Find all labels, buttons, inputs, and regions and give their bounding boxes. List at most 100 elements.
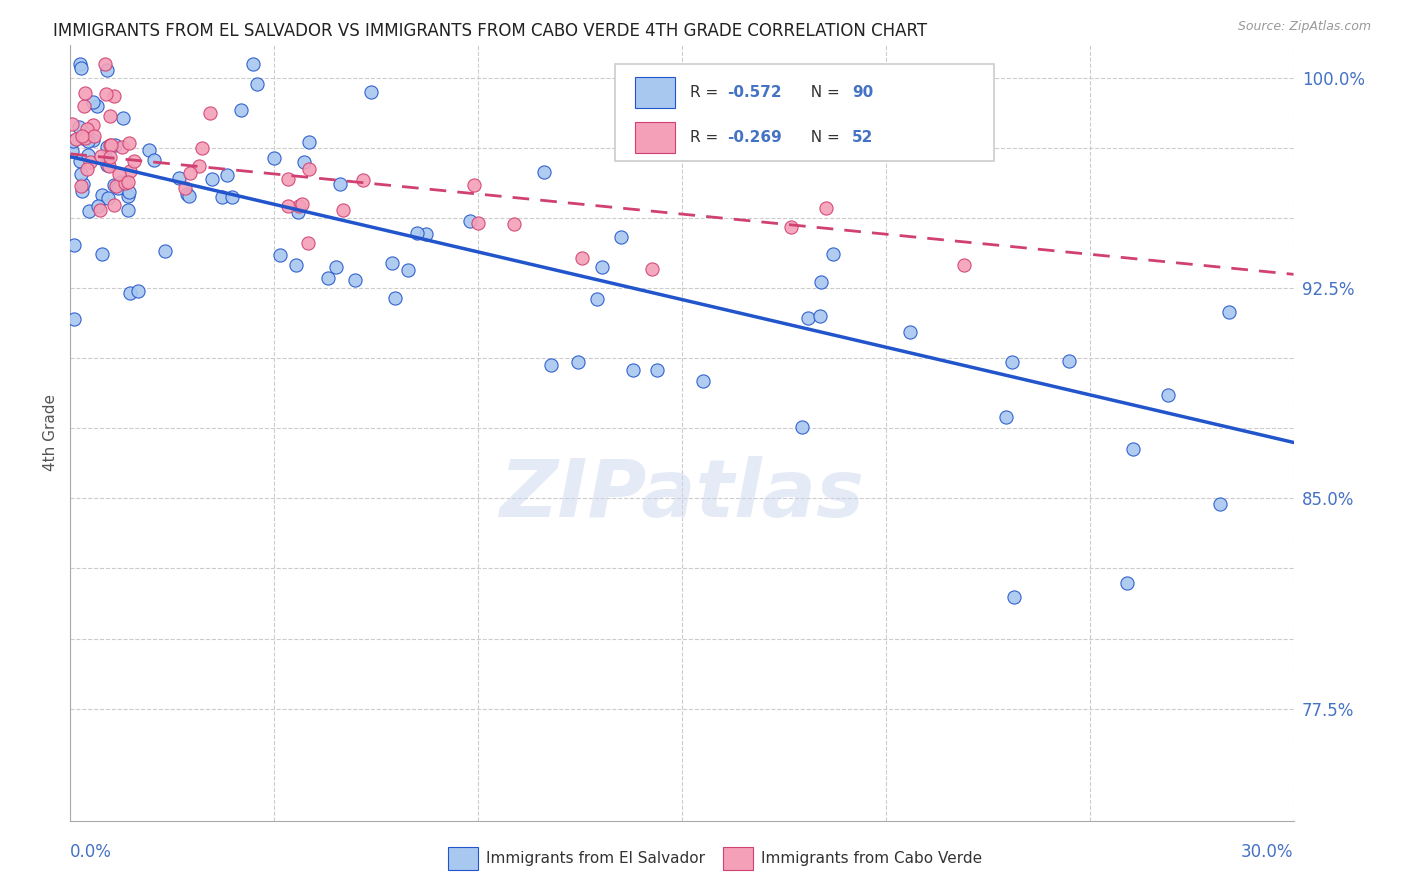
- Point: [69, 154, 91, 169]
- Point: [103, 198, 125, 212]
- Point: [405, 227, 427, 241]
- Text: 90: 90: [852, 86, 873, 101]
- Point: [269, 248, 291, 262]
- Point: [623, 362, 645, 376]
- FancyBboxPatch shape: [724, 847, 752, 871]
- Point: [415, 227, 437, 241]
- Point: [191, 141, 214, 155]
- Text: N =: N =: [800, 130, 844, 145]
- Point: [952, 258, 974, 272]
- Point: [70, 184, 93, 198]
- Point: [179, 166, 201, 180]
- Point: [117, 189, 139, 203]
- Point: [98, 109, 121, 123]
- Point: [138, 143, 160, 157]
- Point: [110, 175, 132, 189]
- Point: [215, 168, 238, 182]
- Point: [76, 122, 98, 136]
- Point: [82, 118, 104, 132]
- Point: [1001, 355, 1024, 369]
- Point: [810, 309, 832, 323]
- Point: [288, 199, 311, 213]
- Text: Immigrants from El Salvador: Immigrants from El Salvador: [486, 851, 706, 866]
- Point: [96, 158, 118, 172]
- Point: [284, 258, 307, 272]
- Point: [60, 117, 83, 131]
- Point: [211, 190, 233, 204]
- Point: [396, 263, 419, 277]
- Point: [69, 167, 91, 181]
- Point: [797, 310, 820, 325]
- Point: [246, 77, 269, 91]
- Point: [198, 106, 221, 120]
- Point: [540, 358, 562, 372]
- Text: 52: 52: [852, 130, 873, 145]
- Point: [1209, 497, 1232, 511]
- Point: [287, 204, 309, 219]
- Point: [201, 172, 224, 186]
- Point: [70, 178, 93, 193]
- Point: [1157, 388, 1180, 402]
- Point: [458, 214, 481, 228]
- Point: [90, 149, 112, 163]
- Point: [815, 201, 838, 215]
- Point: [72, 130, 94, 145]
- Point: [329, 177, 352, 191]
- Point: [124, 154, 146, 169]
- Point: [73, 86, 96, 100]
- Point: [118, 286, 141, 301]
- Point: [571, 251, 593, 265]
- Point: [900, 325, 922, 339]
- Point: [167, 171, 190, 186]
- Point: [463, 178, 485, 192]
- Point: [779, 220, 801, 235]
- Point: [96, 140, 118, 154]
- Point: [82, 133, 104, 147]
- Point: [70, 61, 93, 75]
- Point: [117, 202, 139, 217]
- Point: [94, 87, 117, 101]
- Point: [87, 199, 110, 213]
- Text: ZIPatlas: ZIPatlas: [499, 456, 865, 533]
- Point: [352, 173, 374, 187]
- Point: [104, 179, 127, 194]
- Point: [292, 155, 315, 169]
- Point: [117, 136, 139, 150]
- Point: [98, 137, 121, 152]
- Point: [263, 151, 285, 165]
- Point: [995, 410, 1018, 425]
- Point: [77, 134, 100, 148]
- Point: [70, 129, 93, 144]
- Point: [67, 120, 90, 134]
- Point: [242, 57, 264, 71]
- FancyBboxPatch shape: [449, 847, 478, 871]
- Point: [63, 312, 86, 326]
- Point: [100, 138, 122, 153]
- Text: 30.0%: 30.0%: [1241, 843, 1294, 861]
- Point: [62, 134, 84, 148]
- Point: [69, 57, 91, 71]
- Point: [108, 167, 131, 181]
- Point: [325, 260, 347, 274]
- Point: [823, 247, 845, 261]
- Point: [63, 237, 86, 252]
- Text: 0.0%: 0.0%: [70, 843, 112, 861]
- Point: [277, 171, 299, 186]
- Point: [641, 262, 664, 277]
- Point: [585, 293, 607, 307]
- Text: R =: R =: [690, 130, 724, 145]
- Point: [174, 181, 197, 195]
- Point: [298, 135, 321, 149]
- FancyBboxPatch shape: [636, 78, 675, 109]
- Point: [176, 186, 198, 201]
- Point: [591, 260, 613, 274]
- Text: R =: R =: [690, 86, 724, 101]
- Point: [221, 189, 243, 203]
- Point: [79, 154, 101, 169]
- Y-axis label: 4th Grade: 4th Grade: [44, 394, 59, 471]
- Point: [384, 291, 406, 305]
- Point: [97, 159, 120, 173]
- Point: [231, 103, 253, 117]
- Point: [298, 161, 321, 176]
- Point: [645, 362, 668, 376]
